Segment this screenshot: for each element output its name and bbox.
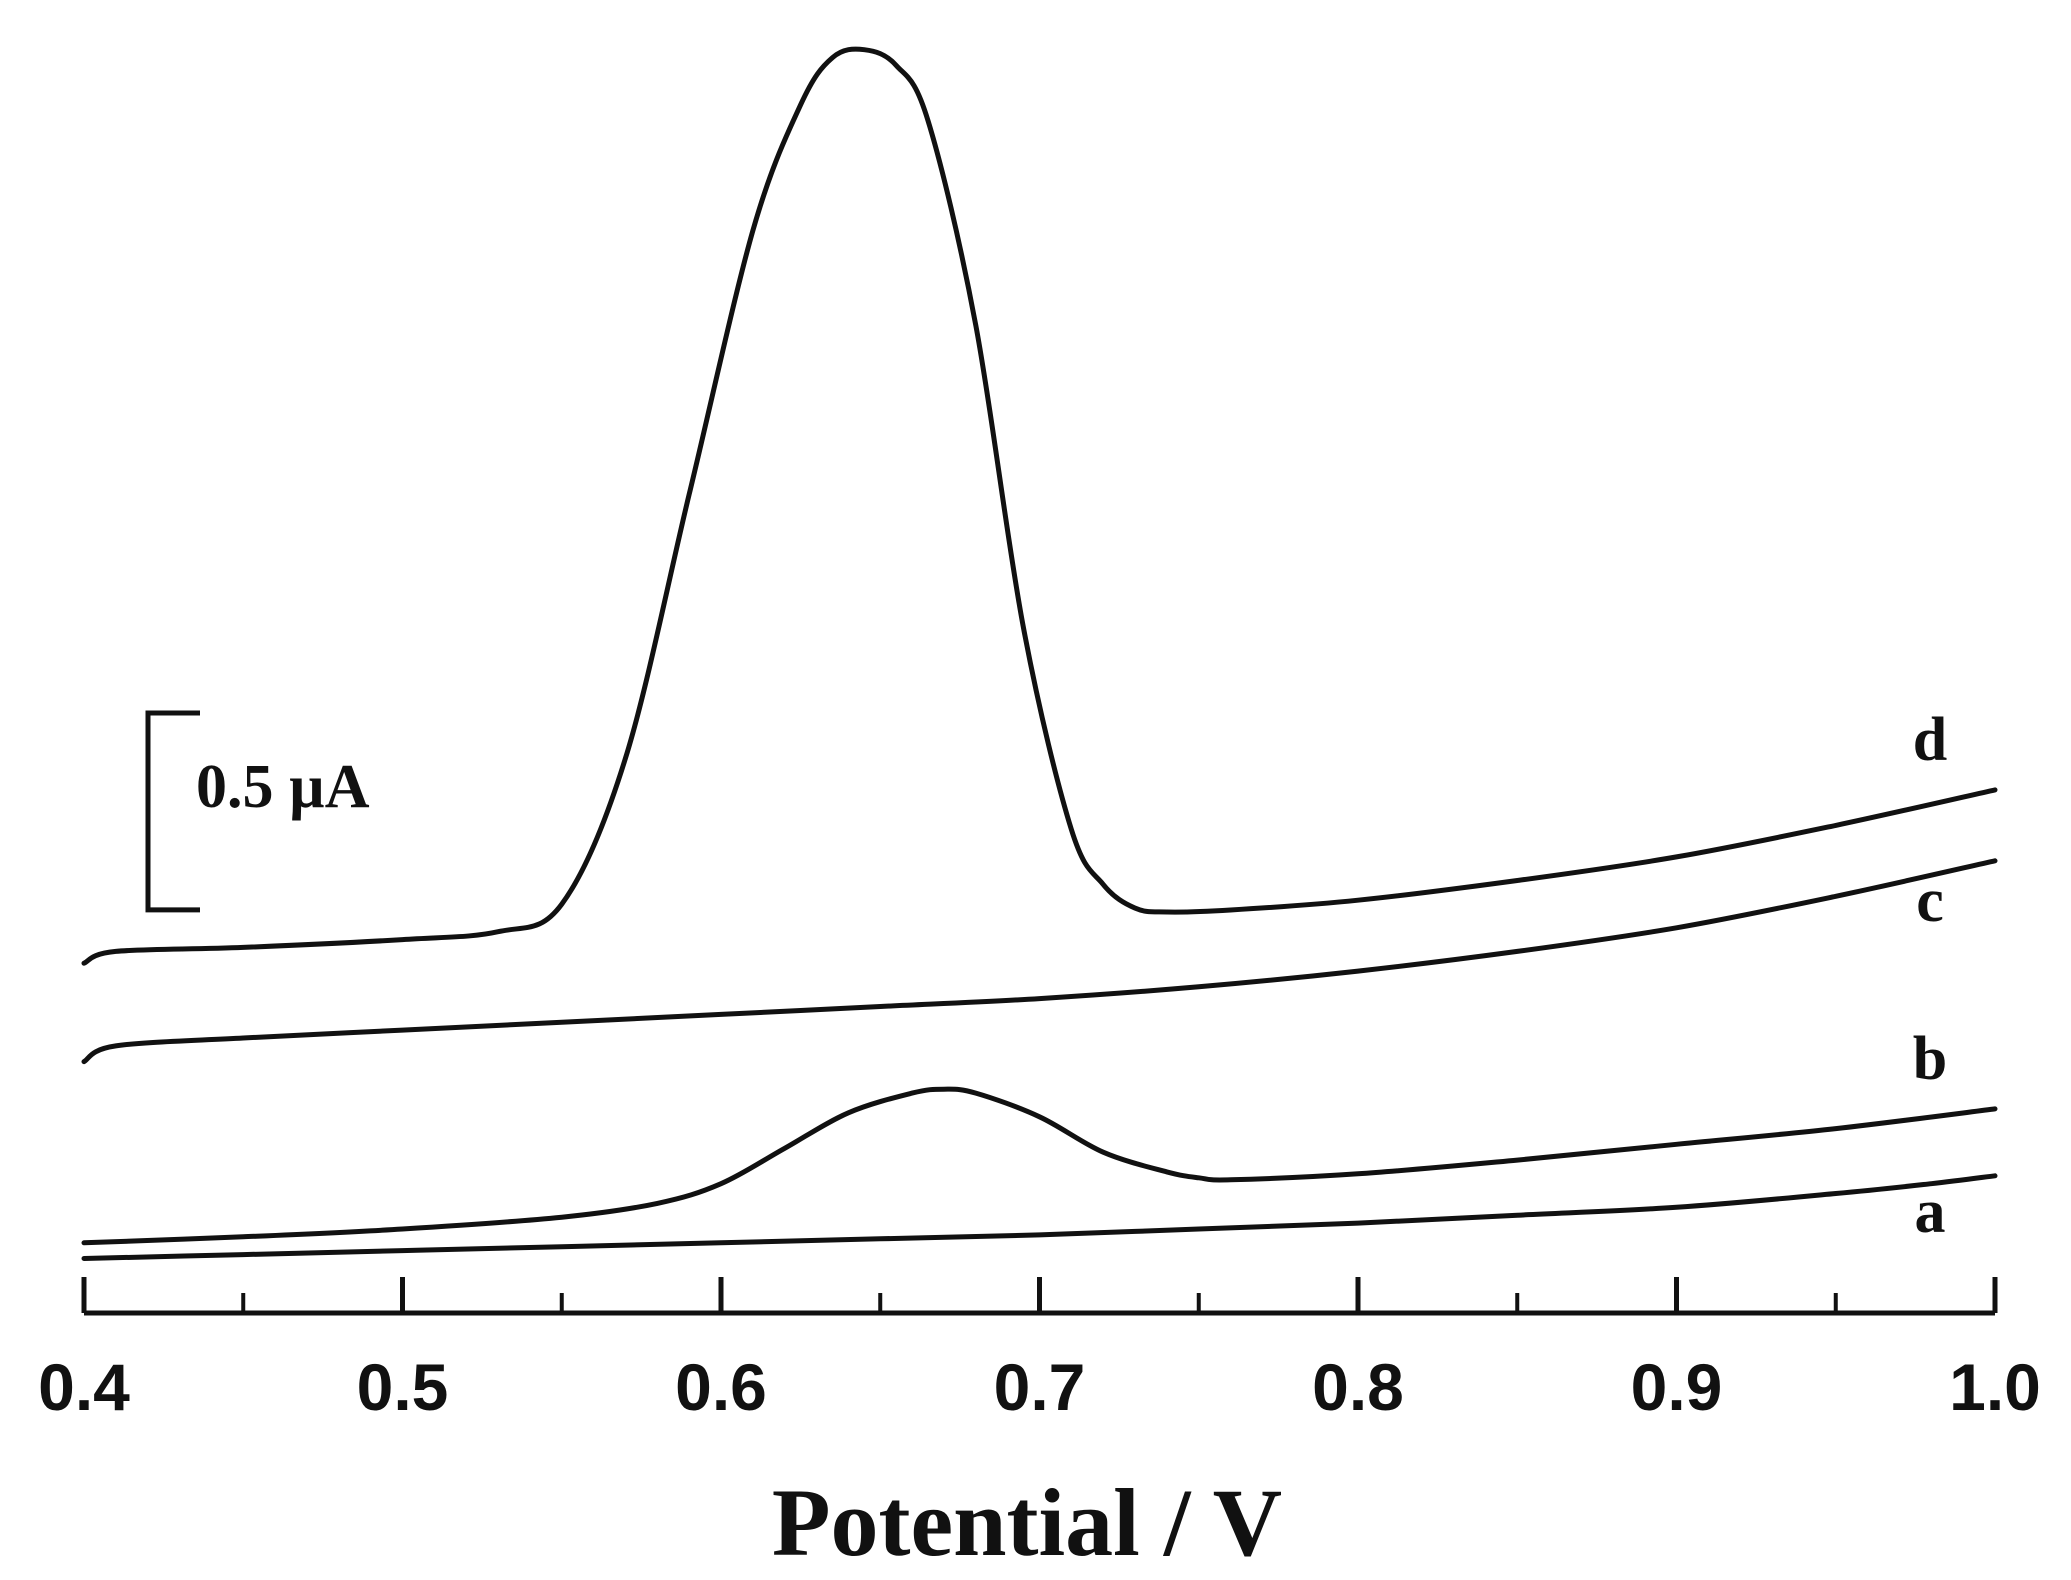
series-d-label: d	[1913, 706, 1947, 774]
x-tick-label: 0.9	[1631, 1350, 1723, 1424]
x-tick-label: 0.5	[357, 1350, 449, 1424]
series-c-label: c	[1916, 867, 1944, 935]
scale-bar-bracket	[145, 710, 200, 913]
x-axis: 0.4 0.5 0.6 0.7 0.8 0.9 1.0	[38, 1277, 2041, 1424]
x-ticks	[81, 1277, 1998, 1313]
series-b-label: b	[1913, 1025, 1947, 1093]
x-tick-labels: 0.4 0.5 0.6 0.7 0.8 0.9 1.0	[38, 1350, 2041, 1424]
x-tick-label: 1.0	[1949, 1350, 2041, 1424]
scale-bar-label: 0.5 µA	[196, 753, 370, 821]
series-d-line	[81, 46, 1998, 966]
x-tick-label: 0.7	[994, 1350, 1086, 1424]
series-c-line	[81, 858, 1998, 1065]
x-axis-title: Potential / V	[772, 1469, 1282, 1576]
scale-bar: 0.5 µA	[145, 710, 370, 913]
series-b-line	[81, 1086, 1998, 1246]
series-labels-layer: a b c d	[1913, 706, 1947, 1246]
x-tick-label: 0.6	[675, 1350, 767, 1424]
series-a-label: a	[1915, 1178, 1946, 1246]
curves-layer	[81, 46, 1998, 1261]
series-a-line	[81, 1173, 1998, 1261]
x-tick-label: 0.4	[38, 1350, 130, 1424]
x-tick-label: 0.8	[1312, 1350, 1404, 1424]
